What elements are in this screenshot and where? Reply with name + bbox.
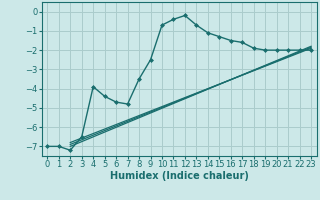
X-axis label: Humidex (Indice chaleur): Humidex (Indice chaleur) <box>110 171 249 181</box>
